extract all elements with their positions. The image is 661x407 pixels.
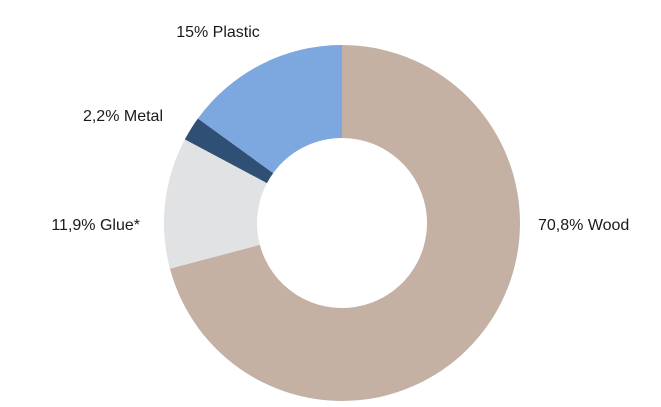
slice-wood (169, 45, 520, 401)
labels-layer: 70,8% Wood 11,9% Glue* 2,2% Metal 15% Pl… (51, 24, 629, 234)
slice-glue (163, 139, 267, 269)
slice-label-glue: 11,9% Glue* (51, 217, 140, 234)
slice-metal (184, 118, 274, 184)
slice-label-plastic: 15% Plastic (176, 24, 260, 41)
slice-label-wood: 70,8% Wood (538, 217, 629, 234)
slices-layer (163, 45, 520, 401)
slice-label-metal: 2,2% Metal (83, 108, 163, 125)
slice-plastic (197, 45, 342, 174)
